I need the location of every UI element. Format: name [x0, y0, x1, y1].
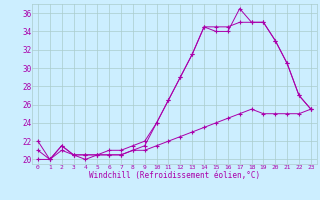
- X-axis label: Windchill (Refroidissement éolien,°C): Windchill (Refroidissement éolien,°C): [89, 171, 260, 180]
